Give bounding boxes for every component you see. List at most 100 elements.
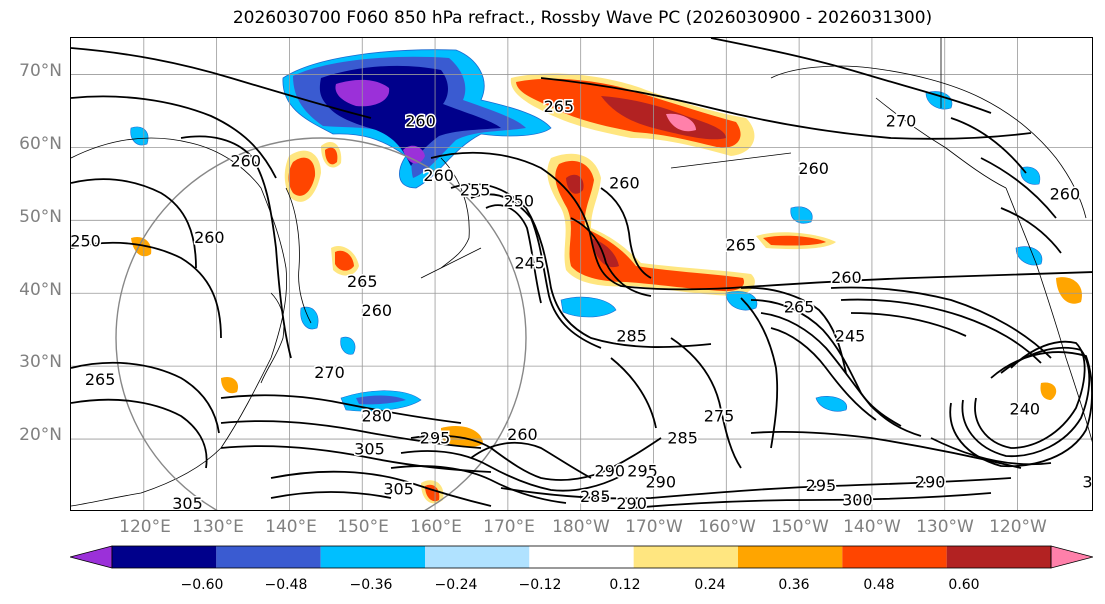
- colorbar-label: 0.12: [609, 577, 641, 593]
- contour-label: 260: [405, 111, 436, 130]
- colorbar-segment: [842, 546, 947, 568]
- contour-label: 255: [460, 181, 491, 200]
- contour-label: 270: [886, 111, 917, 130]
- colorbar-label: −0.12: [518, 577, 562, 593]
- map-title: 2026030700 F060 850 hPa refract., Rossby…: [232, 8, 933, 28]
- positive-anomaly-region: [335, 250, 354, 271]
- colorbar-segment: [425, 546, 530, 568]
- positive-anomaly-region: [441, 425, 483, 448]
- contour-label: 250: [504, 192, 535, 211]
- positive-anomaly-region: [591, 238, 619, 268]
- positive-anomaly-region: [566, 174, 584, 194]
- map-canvas: 265 260 270 260 260 255 250 260 260 260 250 260 265 2…: [71, 38, 1092, 511]
- contour-label: 260: [609, 173, 640, 192]
- lon-label-150e: 150°E: [337, 517, 389, 537]
- contour-label: 265: [726, 235, 757, 254]
- negative-anomaly-region: [815, 396, 848, 412]
- contour-label: 280: [362, 407, 393, 426]
- positive-anomaly-region: [1056, 277, 1082, 304]
- colorbar-label: 0.36: [778, 577, 810, 593]
- contour-label: 245: [514, 254, 545, 273]
- contour-label: 275: [704, 407, 735, 426]
- lat-label-70n: 70°N: [19, 61, 62, 81]
- negative-anomaly-region: [1015, 246, 1043, 266]
- contour-label: 265: [784, 297, 815, 316]
- positive-anomaly-region: [325, 147, 338, 165]
- contour-label: 265: [347, 272, 378, 291]
- negative-anomaly-region: [560, 296, 617, 318]
- negative-anomaly-region: [925, 91, 953, 110]
- lon-label-130e: 130°E: [192, 517, 244, 537]
- lat-label-30n: 30°N: [19, 352, 62, 372]
- contour-label: 290: [616, 494, 647, 511]
- contour-labels: 265 260 270 260 260 255 250 260 260 260 250 260 265 2…: [71, 95, 1092, 511]
- colorbar: [70, 545, 1093, 569]
- contour-label: 305: [172, 494, 203, 511]
- map-panel: 265 260 270 260 260 255 250 260 260 260 250 260 265 2…: [70, 37, 1093, 511]
- negative-anomaly-region: [403, 145, 425, 164]
- contour-label: 295: [627, 461, 658, 480]
- contour-label: 245: [835, 326, 866, 345]
- colorbar-outline: [111, 545, 1052, 569]
- contour-label: 240: [1010, 399, 1041, 418]
- contour-label: 250: [71, 232, 101, 251]
- lon-label-140e: 140°E: [265, 517, 317, 537]
- colorbar-label: 0.48: [863, 577, 895, 593]
- contour-label: 260: [507, 425, 538, 444]
- contour-label: 290: [595, 461, 626, 480]
- colorbar-label: −0.60: [180, 577, 224, 593]
- contour-label: 260: [831, 268, 862, 287]
- colorbar-label: −0.24: [434, 577, 478, 593]
- colorbar-label: −0.48: [264, 577, 308, 593]
- contour-label: 305: [354, 440, 385, 459]
- positive-anomaly-region: [221, 376, 239, 394]
- colorbar-segment: [529, 546, 634, 568]
- contour-label: 290: [645, 472, 676, 491]
- height-contours: [71, 38, 1092, 509]
- colorbar-segment: [112, 546, 217, 568]
- lat-label-40n: 40°N: [19, 280, 62, 300]
- contour-label: 295: [806, 476, 837, 495]
- colorbar-segment: [216, 546, 321, 568]
- lon-label-170w: 170°W: [625, 517, 683, 537]
- colorbar-label: 0.60: [948, 577, 980, 593]
- coastlines: [71, 38, 1092, 507]
- lon-label-160w: 160°W: [698, 517, 756, 537]
- negative-anomaly-region: [356, 395, 406, 405]
- colorbar-segment: [320, 546, 425, 568]
- lon-label-170e: 170°E: [483, 517, 535, 537]
- contour-label: 270: [314, 363, 345, 382]
- colorbar-segment: [633, 546, 738, 568]
- colorbar-label: −0.36: [349, 577, 393, 593]
- map-gridlines: [71, 38, 1092, 510]
- contour-label: 260: [362, 301, 393, 320]
- lon-label-120w: 120°W: [989, 517, 1047, 537]
- contour-label: 285: [580, 487, 611, 506]
- refractivity-anomaly-fills: [130, 49, 1082, 504]
- lat-label-20n: 20°N: [19, 425, 62, 445]
- lon-label-140w: 140°W: [843, 517, 901, 537]
- contour-label: 285: [616, 326, 647, 345]
- contour-label: 305: [383, 480, 414, 499]
- contour-label: 295: [420, 429, 451, 448]
- lon-label-120e: 120°E: [119, 517, 171, 537]
- contour-label: 265: [85, 370, 116, 389]
- lon-label-130w: 130°W: [916, 517, 974, 537]
- positive-anomaly-region: [763, 235, 826, 246]
- contour-label: 260: [1050, 184, 1081, 203]
- contour-label: 285: [667, 429, 698, 448]
- colorbar-label: 0.24: [694, 577, 726, 593]
- positive-anomaly-region: [1040, 382, 1057, 400]
- colorbar-extend-low: [70, 545, 113, 569]
- contour-label: 260: [194, 228, 225, 247]
- lon-label-180w: 180°W: [552, 517, 610, 537]
- negative-anomaly-region: [130, 126, 149, 146]
- negative-anomaly-region: [790, 206, 813, 224]
- colorbar-extend-high: [1050, 545, 1093, 569]
- contour-label: 260: [798, 159, 829, 178]
- wave-packet-outline: [115, 137, 527, 510]
- colorbar-segment: [946, 546, 1051, 568]
- contour-label: 265: [544, 97, 575, 116]
- lat-label-60n: 60°N: [19, 134, 62, 154]
- lon-label-160e: 160°E: [410, 517, 462, 537]
